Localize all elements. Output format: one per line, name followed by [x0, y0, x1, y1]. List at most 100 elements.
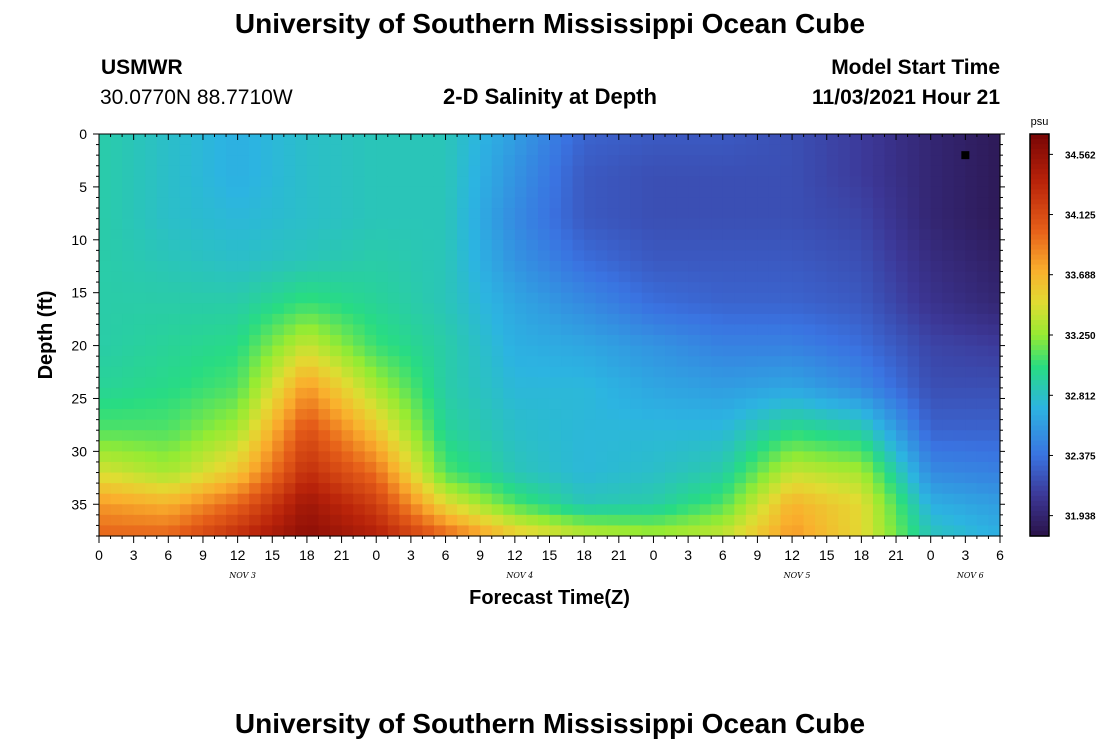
heatmap-cell: [653, 313, 666, 326]
heatmap-cell: [364, 271, 377, 283]
heatmap-cell: [503, 250, 516, 262]
heatmap-cell: [526, 493, 539, 505]
heatmap-cell: [537, 451, 551, 463]
colorbar-segment: [1030, 144, 1049, 150]
heatmap-cell: [630, 165, 643, 177]
heatmap-cell: [665, 398, 678, 410]
heatmap-cell: [214, 271, 227, 283]
heatmap-cell: [318, 208, 331, 220]
heatmap-cell: [618, 493, 631, 505]
heatmap-cell: [907, 451, 920, 463]
heatmap-cell: [815, 525, 828, 537]
heatmap-cell: [549, 229, 562, 241]
heatmap-cell: [318, 345, 331, 357]
heatmap-cell: [110, 271, 123, 283]
heatmap-cell: [549, 483, 562, 495]
colorbar-segment: [1030, 435, 1049, 442]
heatmap-cell: [202, 144, 216, 156]
heatmap-cell: [122, 292, 135, 304]
heatmap-cell: [503, 313, 516, 326]
heatmap-cell: [826, 292, 839, 304]
heatmap-cell: [503, 451, 516, 463]
heatmap-cell: [722, 186, 735, 199]
heatmap-cell: [734, 134, 747, 146]
heatmap-cell: [676, 335, 689, 347]
heatmap-cell: [237, 271, 250, 283]
heatmap-cell: [122, 335, 135, 347]
heatmap-cell: [630, 356, 643, 368]
heatmap-cell: [861, 229, 874, 241]
heatmap-cell: [306, 218, 320, 230]
heatmap-cell: [861, 356, 874, 368]
heatmap-cell: [249, 250, 262, 262]
heatmap-cell: [953, 250, 966, 262]
heatmap-cell: [942, 356, 955, 368]
heatmap-cell: [884, 176, 897, 188]
heatmap-cell: [491, 335, 504, 347]
heatmap-cell: [930, 366, 943, 378]
heatmap-cell: [122, 250, 135, 262]
heatmap-cell: [734, 218, 747, 230]
heatmap-cell: [838, 218, 851, 230]
heatmap-cell: [676, 313, 689, 326]
heatmap-cell: [537, 430, 551, 442]
heatmap-cell: [584, 165, 597, 177]
heatmap-cell: [711, 324, 724, 336]
heatmap-cell: [665, 155, 678, 167]
heatmap-cell: [237, 197, 250, 209]
heatmap-cell: [988, 197, 1001, 209]
heatmap-cell: [410, 366, 424, 378]
heatmap-cell: [433, 366, 447, 378]
heatmap-cell: [491, 218, 504, 230]
heatmap-cell: [584, 525, 597, 537]
heatmap-cell: [433, 303, 447, 315]
heatmap-cell: [768, 451, 782, 463]
heatmap-cell: [665, 282, 678, 294]
heatmap-cell: [480, 366, 493, 378]
heatmap-cell: [480, 440, 493, 452]
colorbar-unit: psu: [1031, 116, 1049, 128]
heatmap-cell: [572, 271, 585, 283]
heatmap-cell: [676, 165, 689, 177]
heatmap-cell: [653, 260, 666, 273]
heatmap-cell: [514, 377, 527, 389]
heatmap-cell: [249, 313, 262, 326]
heatmap-cell: [503, 292, 516, 304]
heatmap-cell: [953, 483, 966, 495]
heatmap-cell: [295, 165, 308, 177]
heatmap-cell: [295, 144, 308, 156]
heatmap-cell: [838, 430, 851, 442]
heatmap-cell: [653, 176, 666, 188]
heatmap-cell: [491, 430, 504, 442]
heatmap-cell: [561, 419, 574, 431]
heatmap-cell: [734, 419, 747, 431]
heatmap-cell: [526, 197, 539, 209]
heatmap-cell: [699, 440, 712, 452]
heatmap-cell: [607, 239, 620, 251]
heatmap-cell: [237, 472, 250, 484]
heatmap-cell: [584, 493, 597, 505]
heatmap-cell: [722, 250, 735, 262]
heatmap-cell: [757, 356, 770, 368]
heatmap-cell: [445, 176, 458, 188]
heatmap-cell: [295, 186, 308, 199]
x-tick-label: 12: [507, 547, 523, 563]
heatmap-cell: [641, 430, 655, 442]
heatmap-cell: [249, 409, 262, 421]
heatmap-cell: [757, 271, 770, 283]
heatmap-cell: [861, 197, 874, 209]
heatmap-cell: [468, 451, 481, 463]
heatmap-cell: [907, 514, 920, 527]
heatmap-cell: [988, 239, 1001, 251]
heatmap-cell: [953, 165, 966, 177]
heatmap-cell: [168, 324, 181, 336]
heatmap-cell: [780, 313, 793, 326]
heatmap-cell: [919, 186, 932, 199]
heatmap-cell: [341, 419, 354, 431]
heatmap-cell: [422, 514, 435, 527]
heatmap-cell: [688, 165, 701, 177]
heatmap-cell: [595, 409, 608, 421]
heatmap-cell: [399, 440, 412, 452]
heatmap-cell: [595, 356, 608, 368]
heatmap-cell: [249, 514, 262, 527]
